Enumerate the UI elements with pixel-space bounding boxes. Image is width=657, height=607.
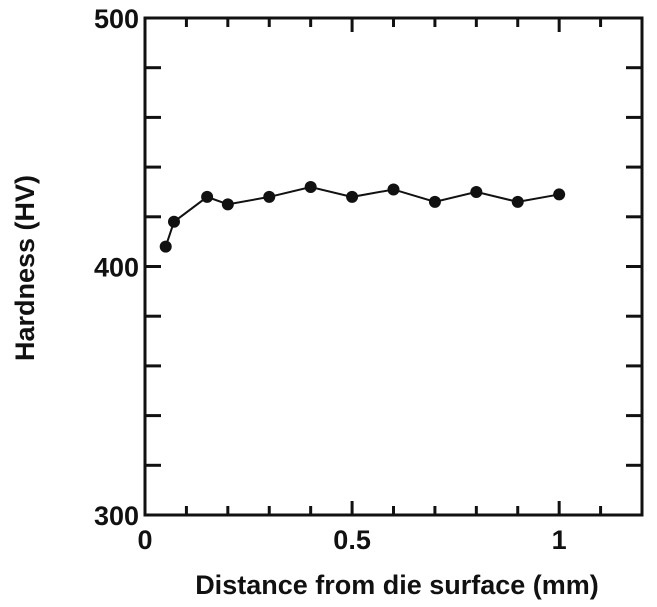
data-point <box>387 183 400 196</box>
x-axis-title: Distance from die surface (mm) <box>195 570 599 600</box>
data-point <box>304 180 317 193</box>
y-axis-title: Hardness (HV) <box>10 175 40 361</box>
tick-label-layer: 0 0.5 1 300 400 500 <box>94 4 567 555</box>
tick-layer <box>145 18 642 515</box>
data-point <box>346 190 359 203</box>
data-point <box>470 185 483 198</box>
y-tick-label: 500 <box>94 4 139 34</box>
data-point <box>221 198 234 211</box>
data-point <box>428 195 441 208</box>
data-point <box>201 190 214 203</box>
series-line <box>164 185 560 247</box>
x-tick-label: 0.5 <box>333 525 371 555</box>
data-point <box>511 195 524 208</box>
data-point <box>263 190 276 203</box>
x-tick-label: 1 <box>552 525 567 555</box>
series-layer <box>159 180 566 253</box>
plot-frame <box>143 16 644 517</box>
y-tick-label: 400 <box>94 253 139 283</box>
data-point <box>159 240 172 253</box>
data-point <box>167 215 180 228</box>
y-tick-label: 300 <box>94 501 139 531</box>
x-tick-label: 0 <box>137 525 152 555</box>
data-point <box>553 188 566 201</box>
